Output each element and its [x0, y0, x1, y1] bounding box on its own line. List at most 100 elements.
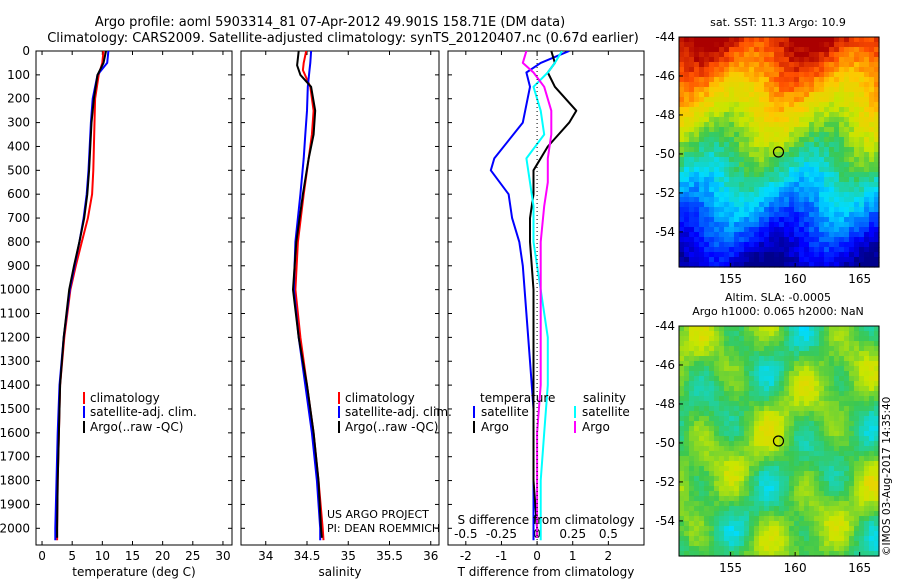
- map-cell: [704, 262, 710, 268]
- map-cell: [754, 441, 760, 447]
- map-cell: [834, 247, 840, 253]
- map-cell: [784, 217, 790, 223]
- map-cell: [814, 516, 820, 522]
- map-cell: [859, 416, 865, 422]
- map-cell: [844, 262, 850, 268]
- map-cell: [844, 212, 850, 218]
- map-cell: [864, 167, 870, 173]
- map-cell: [734, 197, 740, 203]
- map-cell: [859, 242, 865, 248]
- map-cell: [679, 511, 685, 517]
- map-cell: [809, 346, 815, 352]
- map-cell: [849, 222, 855, 228]
- map-cell: [844, 237, 850, 243]
- map-cell: [729, 202, 735, 208]
- map-cell: [819, 122, 825, 128]
- map-cell: [709, 42, 715, 48]
- map-cell: [839, 127, 845, 133]
- map-cell: [844, 232, 850, 238]
- map-cell: [864, 346, 870, 352]
- map-cell: [824, 232, 830, 238]
- map-cell: [809, 421, 815, 427]
- map-cell: [734, 456, 740, 462]
- map-cell: [824, 331, 830, 337]
- difference-panel-frame: [447, 50, 645, 546]
- map-cell: [719, 197, 725, 203]
- map-cell: [724, 197, 730, 203]
- map-cell: [749, 426, 755, 432]
- map-cell: [844, 551, 850, 557]
- map-cell: [744, 252, 750, 258]
- map-cell: [804, 481, 810, 487]
- map-cell: [824, 466, 830, 472]
- map-cell: [864, 371, 870, 377]
- map-cell: [829, 142, 835, 148]
- map-cell: [789, 471, 795, 477]
- map-cell: [789, 57, 795, 63]
- map-cell: [694, 122, 700, 128]
- map-cell: [844, 326, 850, 332]
- map-cell: [864, 381, 870, 387]
- map-cell: [844, 466, 850, 472]
- map-cell: [844, 416, 850, 422]
- map-cell: [704, 137, 710, 143]
- map-cell: [709, 351, 715, 357]
- map-cell: [739, 217, 745, 223]
- map-cell: [704, 351, 710, 357]
- depth-tick-label: 1900: [0, 497, 30, 511]
- depth-tick-label: 1100: [0, 307, 30, 321]
- map-cell: [794, 426, 800, 432]
- map-cell: [809, 237, 815, 243]
- map-cell: [704, 366, 710, 372]
- map-cell: [714, 212, 720, 218]
- map-cell: [794, 137, 800, 143]
- map-cell: [814, 47, 820, 53]
- map-cell: [829, 331, 835, 337]
- map-cell: [799, 87, 805, 93]
- map-cell: [719, 381, 725, 387]
- map-cell: [854, 516, 860, 522]
- map-cell: [834, 97, 840, 103]
- map-cell: [839, 87, 845, 93]
- map-cell: [829, 177, 835, 183]
- map-cell: [869, 237, 875, 243]
- map-cell: [869, 346, 875, 352]
- map-cell: [819, 471, 825, 477]
- map-cell: [859, 346, 865, 352]
- map-cell: [744, 237, 750, 243]
- map-cell: [749, 162, 755, 168]
- map-cell: [849, 137, 855, 143]
- map-cell: [774, 142, 780, 148]
- map-cell: [774, 536, 780, 542]
- map-cell: [824, 326, 830, 332]
- map-cell: [684, 257, 690, 263]
- map-cell: [724, 531, 730, 537]
- map-cell: [784, 122, 790, 128]
- map-cell: [799, 97, 805, 103]
- map-cell: [849, 182, 855, 188]
- map-cell: [749, 112, 755, 118]
- map-cell: [694, 152, 700, 158]
- map-cell: [864, 227, 870, 233]
- map-cell: [859, 366, 865, 372]
- map-cell: [709, 471, 715, 477]
- map-cell: [819, 336, 825, 342]
- map-cell: [844, 162, 850, 168]
- map-cell: [734, 346, 740, 352]
- map-cell: [874, 526, 880, 532]
- map-cell: [799, 511, 805, 517]
- map-cell: [699, 361, 705, 367]
- map-cell: [844, 182, 850, 188]
- map-cell: [874, 247, 880, 253]
- map-cell: [769, 546, 775, 552]
- map-cell: [794, 491, 800, 497]
- map-cell: [834, 351, 840, 357]
- map-cell: [789, 346, 795, 352]
- map-cell: [689, 97, 695, 103]
- map-cell: [694, 356, 700, 362]
- map-cell: [854, 182, 860, 188]
- map-cell: [744, 546, 750, 552]
- map-cell: [744, 157, 750, 163]
- map-cell: [874, 346, 880, 352]
- map-cell: [859, 207, 865, 213]
